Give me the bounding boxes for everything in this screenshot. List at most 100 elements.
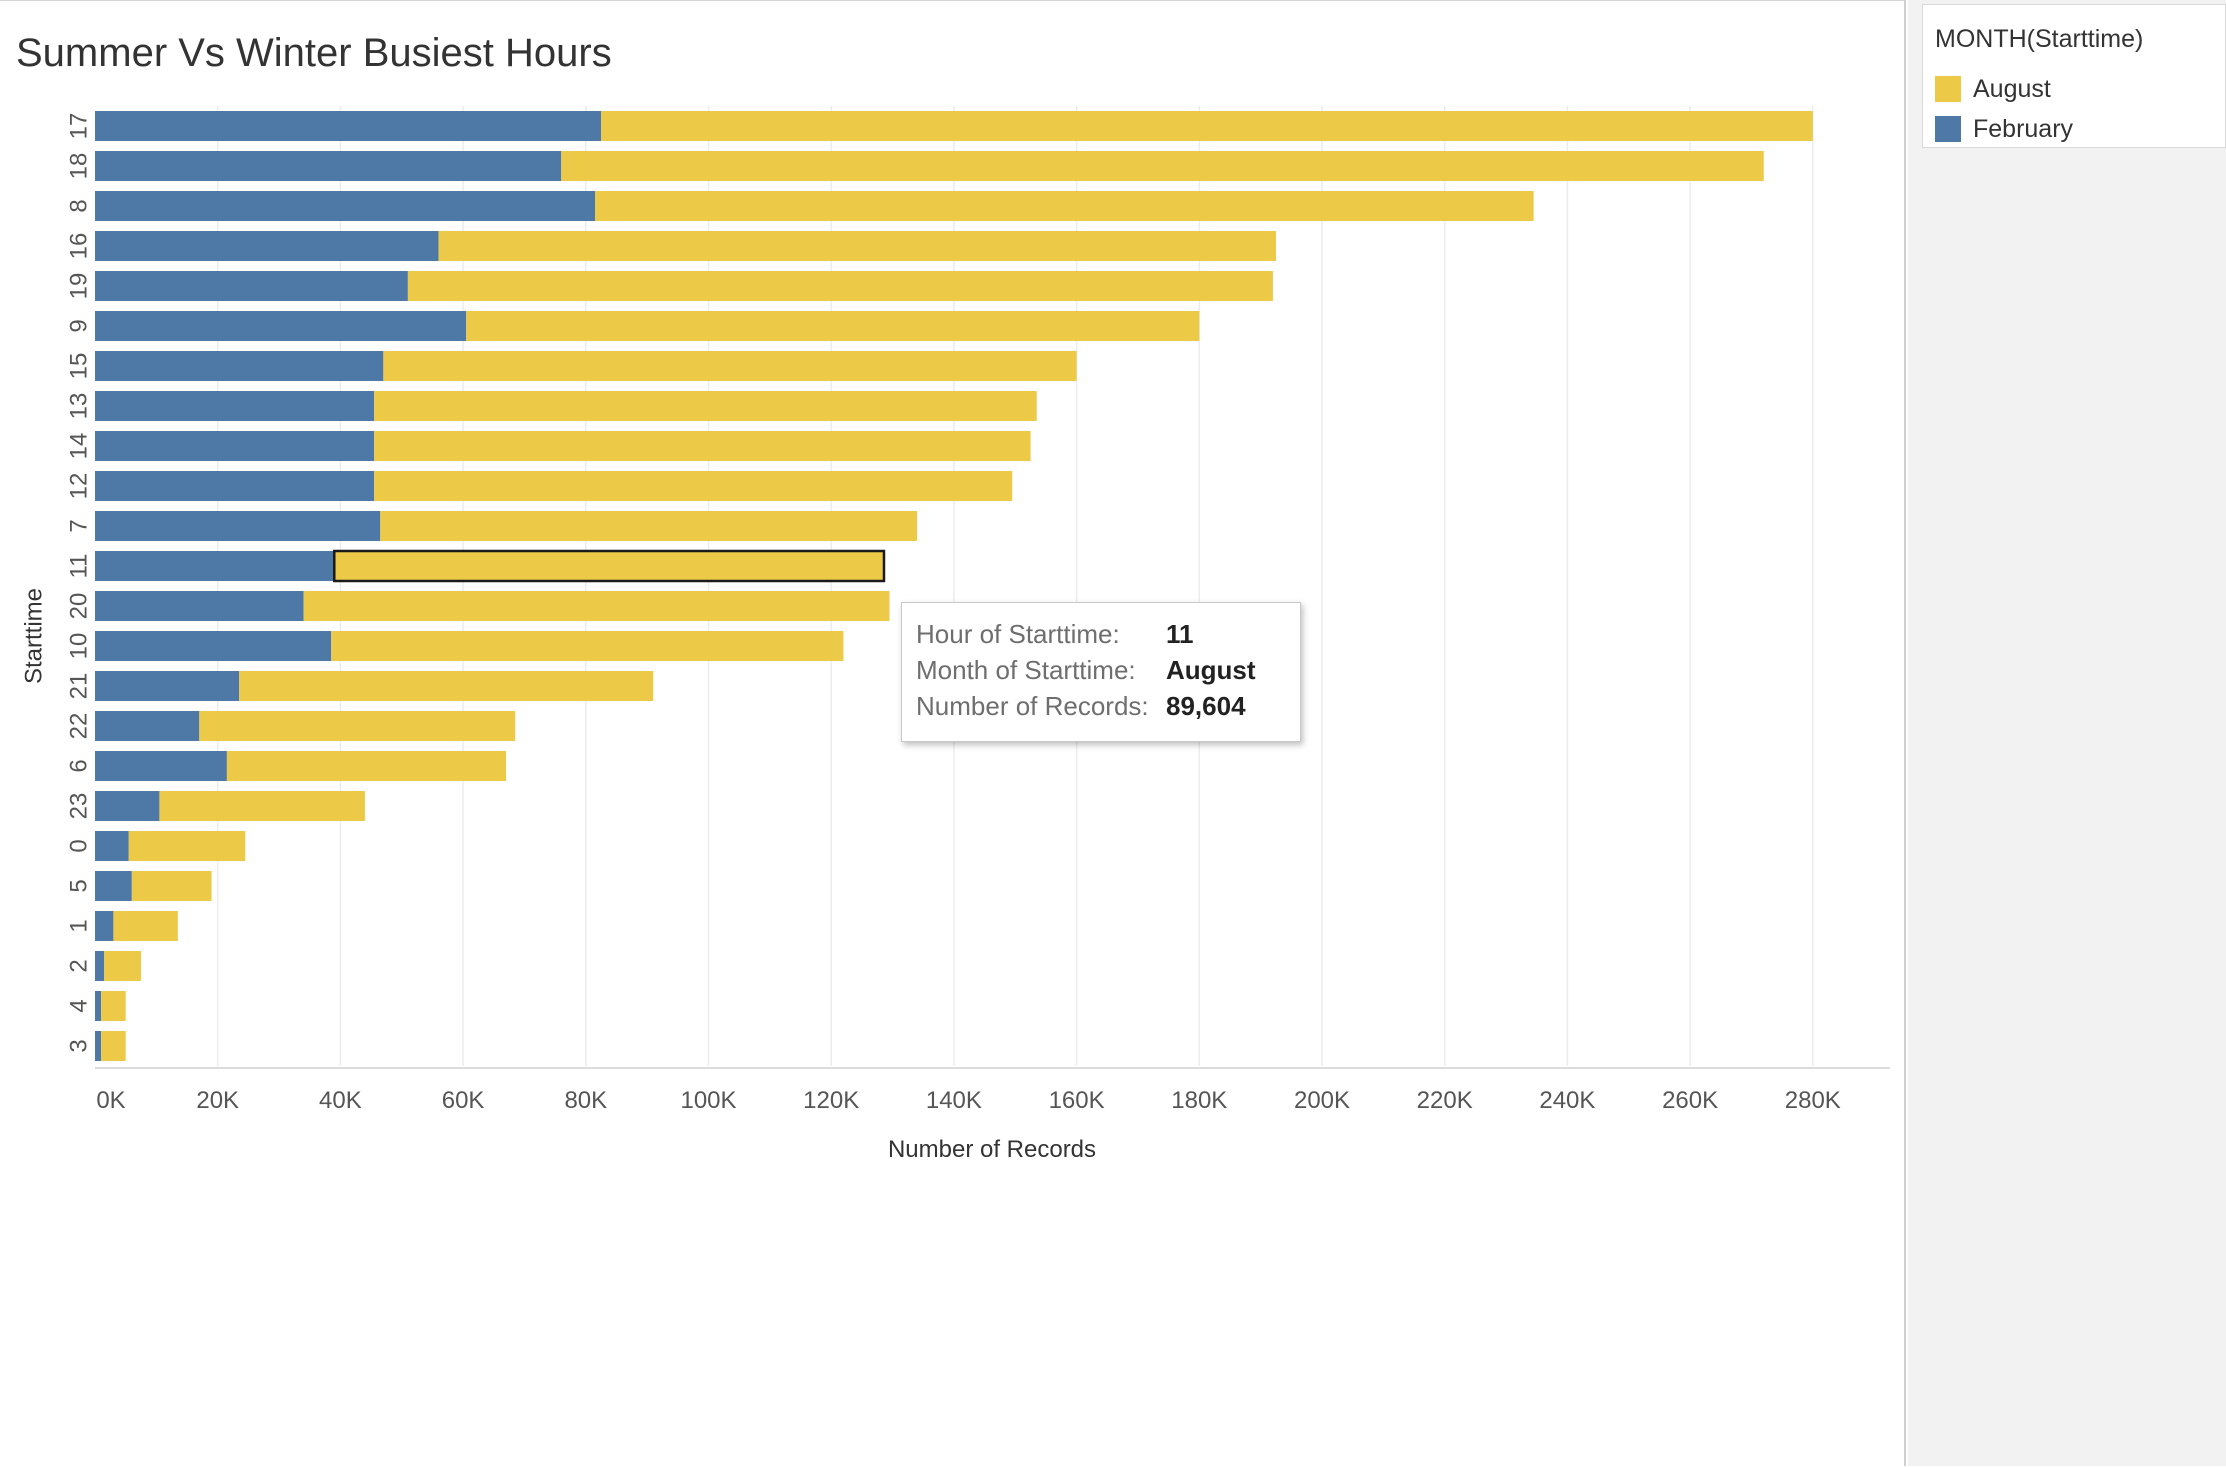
chart-title: Summer Vs Winter Busiest Hours <box>16 31 612 75</box>
bar-august-22[interactable] <box>199 711 516 741</box>
y-tick-label: 13 <box>65 393 92 420</box>
axes: 171881619915131412711201021226230512430K… <box>20 113 1890 1163</box>
y-tick-label: 0 <box>65 839 92 852</box>
legend-label: August <box>1973 75 2051 103</box>
bar-august-11[interactable] <box>333 549 886 583</box>
x-tick-label: 140K <box>926 1087 982 1114</box>
color-legend[interactable]: MONTH(Starttime) August February <box>1922 4 2226 148</box>
x-tick-label: 280K <box>1785 1087 1841 1114</box>
y-tick-label: 12 <box>65 473 92 500</box>
x-tick-label: 240K <box>1539 1087 1595 1114</box>
tooltip-value: 89,604 <box>1166 691 1246 721</box>
bar-august-0[interactable] <box>128 831 246 861</box>
y-tick-label: 15 <box>65 353 92 380</box>
x-tick-label: 40K <box>319 1087 362 1114</box>
bar-february-20[interactable] <box>95 591 304 621</box>
bar-february-8[interactable] <box>95 191 596 221</box>
y-tick-label: 11 <box>65 554 92 579</box>
tooltip-label: Hour of Starttime: <box>916 619 1120 649</box>
bar-august-15[interactable] <box>383 351 1077 381</box>
tooltip-value: 11 <box>1166 619 1194 649</box>
bar-february-21[interactable] <box>95 671 240 701</box>
bar-february-23[interactable] <box>95 791 160 821</box>
y-tick-label: 20 <box>65 593 92 620</box>
y-tick-label: 5 <box>65 879 92 892</box>
bar-february-3[interactable] <box>95 1031 102 1061</box>
bar-february-9[interactable] <box>95 311 467 341</box>
bar-august-9[interactable] <box>466 311 1200 341</box>
bar-february-7[interactable] <box>95 511 381 541</box>
bar-august-17[interactable] <box>601 111 1813 141</box>
bar-february-13[interactable] <box>95 391 375 421</box>
tooltip-label: Number of Records: <box>916 691 1149 721</box>
bar-august-12[interactable] <box>374 471 1013 501</box>
bar-august-1[interactable] <box>113 911 178 941</box>
gridlines <box>216 106 1814 1066</box>
x-tick-label: 60K <box>442 1087 485 1114</box>
legend-title: MONTH(Starttime) <box>1935 25 2144 53</box>
y-tick-label: 19 <box>65 273 92 300</box>
bar-august-7[interactable] <box>380 511 918 541</box>
bar-february-18[interactable] <box>95 151 562 181</box>
bar-august-5[interactable] <box>131 871 212 901</box>
y-tick-label: 18 <box>65 153 92 180</box>
bar-february-14[interactable] <box>95 431 375 461</box>
y-tick-label: 14 <box>65 433 92 460</box>
x-tick-label: 20K <box>196 1087 239 1114</box>
x-tick-label: 0K <box>96 1087 125 1114</box>
bar-august-6[interactable] <box>226 751 507 781</box>
y-tick-label: 23 <box>65 793 92 820</box>
x-tick-label: 160K <box>1049 1087 1105 1114</box>
legend-swatch-august <box>1935 76 1961 102</box>
bar-august-19[interactable] <box>407 271 1273 301</box>
bar-august-23[interactable] <box>159 791 365 821</box>
y-tick-label: 8 <box>65 199 92 212</box>
x-axis-title: Number of Records <box>888 1136 1096 1163</box>
bar-february-22[interactable] <box>95 711 200 741</box>
bar-february-0[interactable] <box>95 831 129 861</box>
x-tick-label: 220K <box>1417 1087 1473 1114</box>
bar-february-4[interactable] <box>95 991 102 1021</box>
x-tick-label: 200K <box>1294 1087 1350 1114</box>
bar-february-12[interactable] <box>95 471 375 501</box>
bar-august-16[interactable] <box>438 231 1276 261</box>
bar-august-4[interactable] <box>101 991 126 1021</box>
y-tick-label: 9 <box>65 319 92 332</box>
legend-swatch-february <box>1935 116 1961 142</box>
y-tick-label: 22 <box>65 713 92 740</box>
bar-august-21[interactable] <box>239 671 654 701</box>
legend-label: February <box>1973 115 2074 143</box>
y-tick-label: 1 <box>65 919 92 932</box>
bar-february-1[interactable] <box>95 911 114 941</box>
bar-february-10[interactable] <box>95 631 332 661</box>
bar-august-2[interactable] <box>104 951 142 981</box>
bar-august-14[interactable] <box>374 431 1031 461</box>
bar-august-20[interactable] <box>303 591 890 621</box>
tooltip: Hour of Starttime: 11 Month of Starttime… <box>901 602 1301 742</box>
bar-august-8[interactable] <box>595 191 1534 221</box>
x-tick-label: 180K <box>1171 1087 1227 1114</box>
y-tick-label: 10 <box>65 633 92 660</box>
bar-february-19[interactable] <box>95 271 408 301</box>
x-tick-label: 120K <box>803 1087 859 1114</box>
bar-february-15[interactable] <box>95 351 384 381</box>
bar-february-2[interactable] <box>95 951 105 981</box>
y-tick-label: 16 <box>65 233 92 260</box>
y-tick-label: 17 <box>65 113 92 140</box>
y-tick-label: 4 <box>65 999 92 1012</box>
bar-february-6[interactable] <box>95 751 227 781</box>
x-tick-label: 260K <box>1662 1087 1718 1114</box>
bar-august-3[interactable] <box>101 1031 126 1061</box>
x-tick-label: 80K <box>564 1087 607 1114</box>
bar-february-17[interactable] <box>95 111 602 141</box>
bar-august-10[interactable] <box>331 631 844 661</box>
bar-february-5[interactable] <box>95 871 132 901</box>
bars <box>95 111 1813 1061</box>
tooltip-value: August <box>1166 655 1256 685</box>
bar-february-16[interactable] <box>95 231 439 261</box>
tooltip-label: Month of Starttime: <box>916 655 1136 685</box>
y-tick-label: 6 <box>65 759 92 772</box>
bar-february-11[interactable] <box>95 551 335 581</box>
bar-august-18[interactable] <box>561 151 1764 181</box>
bar-august-13[interactable] <box>374 391 1037 421</box>
